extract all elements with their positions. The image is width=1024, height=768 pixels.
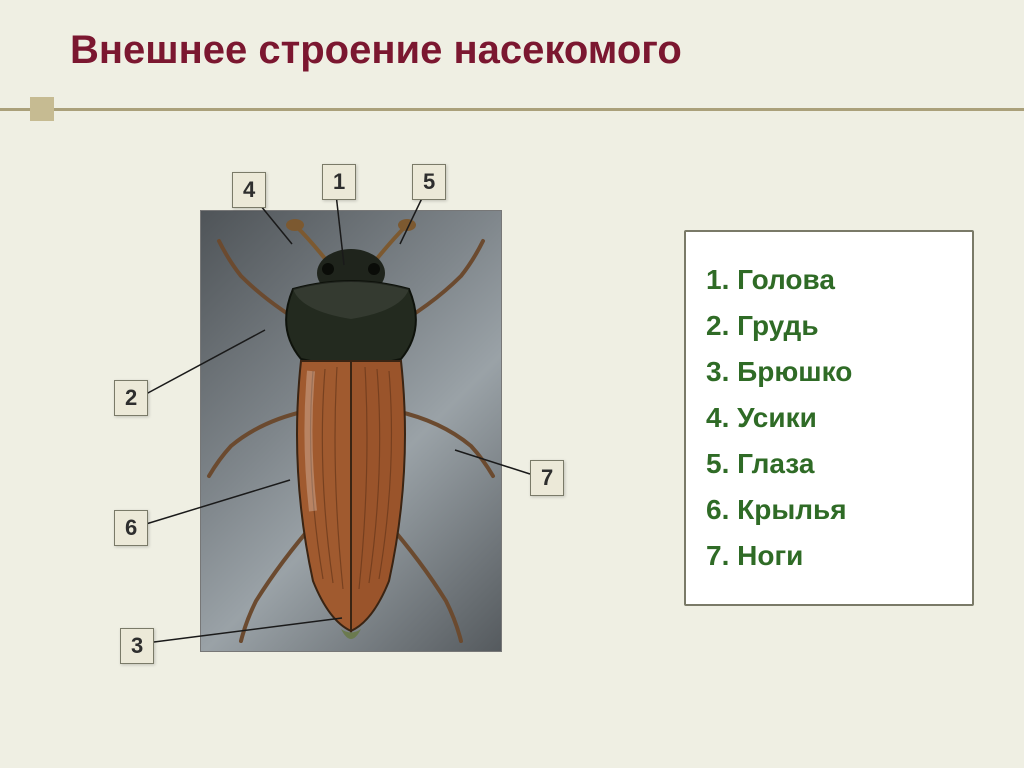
label-2: 2 [114, 380, 148, 416]
title-area: Внешнее строение насекомого [0, 0, 1024, 120]
legend-box: 1. Голова 2. Грудь 3. Брюшко 4. Усики 5.… [684, 230, 974, 606]
label-4: 4 [232, 172, 266, 208]
label-7: 7 [530, 460, 564, 496]
legend-item-4: 4. Усики [706, 402, 952, 434]
title-underline [0, 108, 1024, 111]
legend-item-6: 6. Крылья [706, 494, 952, 526]
slide: Внешнее строение насекомого [0, 0, 1024, 768]
label-5: 5 [412, 164, 446, 200]
legend-item-5: 5. Глаза [706, 448, 952, 480]
label-3: 3 [120, 628, 154, 664]
legend-item-7: 7. Ноги [706, 540, 952, 572]
legend-item-2: 2. Грудь [706, 310, 952, 342]
legend-item-3: 3. Брюшко [706, 356, 952, 388]
label-1: 1 [322, 164, 356, 200]
legend-item-1: 1. Голова [706, 264, 952, 296]
title-accent-square [30, 97, 54, 121]
leader-lines [60, 150, 620, 710]
label-6: 6 [114, 510, 148, 546]
beetle-diagram: 1 4 5 2 7 6 3 [60, 150, 620, 710]
slide-title: Внешнее строение насекомого [70, 28, 682, 73]
